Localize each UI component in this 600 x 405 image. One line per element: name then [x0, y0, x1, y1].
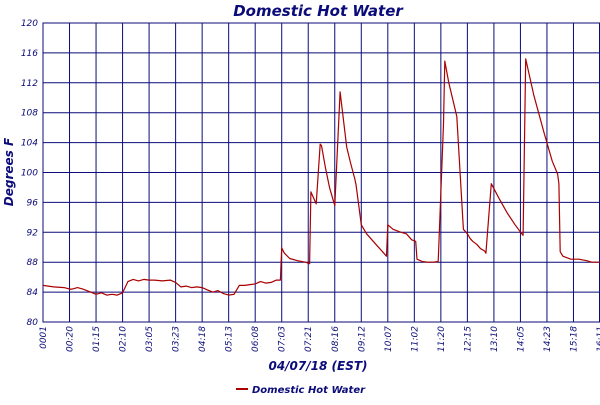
- x-tick-label: 09:12: [357, 326, 367, 352]
- x-tick-label: 14:05: [516, 326, 526, 352]
- x-tick-label: 05:13: [225, 326, 235, 352]
- x-tick-label: 11:20: [437, 326, 447, 352]
- x-tick-label: 15:18: [569, 326, 579, 352]
- y-tick-label: 84: [27, 288, 39, 298]
- x-tick-label: 12:15: [463, 326, 473, 352]
- y-tick-label: 112: [21, 79, 38, 89]
- x-tick-label: 06:08: [251, 326, 261, 352]
- x-axis-ticks: 0001 00:20 01:15 02:10 03:05 03:23 04:18 05:13 0…: [39, 326, 600, 352]
- x-tick-label: 00:20: [66, 326, 76, 352]
- x-tick-label: 16:11: [596, 326, 600, 352]
- x-tick-label: 10:07: [384, 326, 394, 352]
- legend: Domestic Hot Water: [236, 385, 366, 396]
- y-axis-ticks: 80 84 88 92 96 100 104 108 112 116 120: [21, 19, 38, 328]
- y-tick-label: 88: [27, 258, 39, 268]
- y-tick-label: 100: [21, 169, 38, 179]
- grid: [42, 22, 600, 323]
- y-tick-label: 116: [21, 49, 38, 59]
- x-tick-label: 14:23: [543, 326, 553, 352]
- x-tick-label: 11:02: [410, 326, 420, 352]
- x-tick-label: 03:23: [172, 326, 182, 352]
- x-axis-label: 04/07/18 (EST): [268, 359, 367, 373]
- y-tick-label: 80: [27, 318, 39, 328]
- series-layer: [42, 58, 600, 296]
- y-tick-label: 108: [21, 109, 38, 119]
- x-tick-label: 13:10: [490, 326, 500, 352]
- x-tick-label: 0001: [39, 326, 49, 349]
- y-axis-label: Degrees F: [2, 137, 16, 206]
- x-tick-label: 04:18: [198, 326, 208, 352]
- x-tick-label: 08:16: [331, 326, 341, 352]
- x-tick-label: 01:15: [92, 326, 102, 352]
- x-tick-label: 02:10: [119, 326, 129, 352]
- chart-title: Domestic Hot Water: [233, 2, 404, 20]
- legend-label: Domestic Hot Water: [252, 385, 366, 396]
- y-tick-label: 104: [21, 139, 38, 149]
- y-tick-label: 120: [21, 19, 38, 29]
- series-line-domestic-hot-water: [42, 58, 600, 296]
- y-tick-label: 96: [27, 198, 39, 208]
- x-tick-label: 07:21: [304, 326, 314, 352]
- x-tick-label: 03:05: [145, 326, 155, 352]
- x-tick-label: 07:03: [278, 326, 288, 352]
- y-tick-label: 92: [27, 228, 39, 238]
